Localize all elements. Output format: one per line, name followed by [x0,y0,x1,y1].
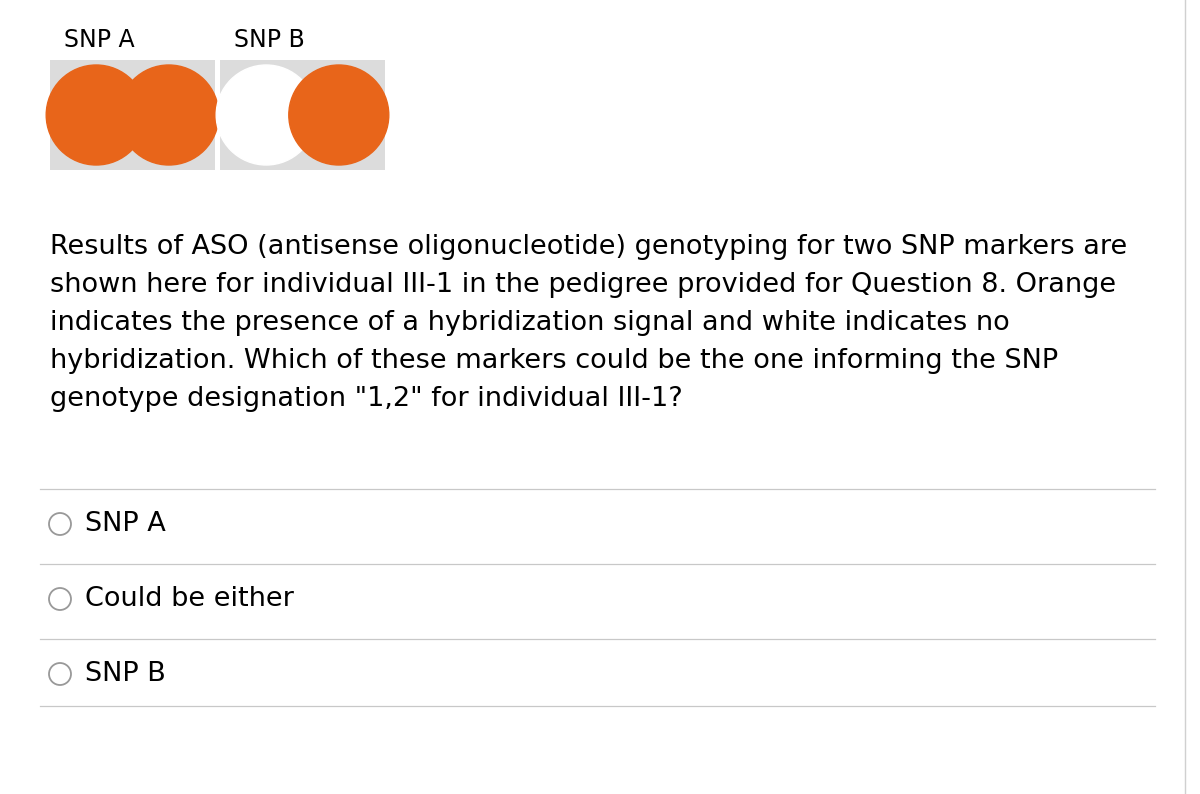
Text: SNP B: SNP B [85,661,166,687]
FancyBboxPatch shape [50,60,215,170]
Text: SNP B: SNP B [234,28,305,52]
Circle shape [289,65,389,165]
Text: SNP A: SNP A [85,511,166,537]
Circle shape [119,65,218,165]
Text: Could be either: Could be either [85,586,294,612]
FancyBboxPatch shape [220,60,385,170]
Circle shape [47,65,146,165]
Text: Results of ASO (antisense oligonucleotide) genotyping for two SNP markers are
sh: Results of ASO (antisense oligonucleotid… [50,234,1127,412]
Circle shape [216,65,317,165]
Text: SNP A: SNP A [64,28,134,52]
